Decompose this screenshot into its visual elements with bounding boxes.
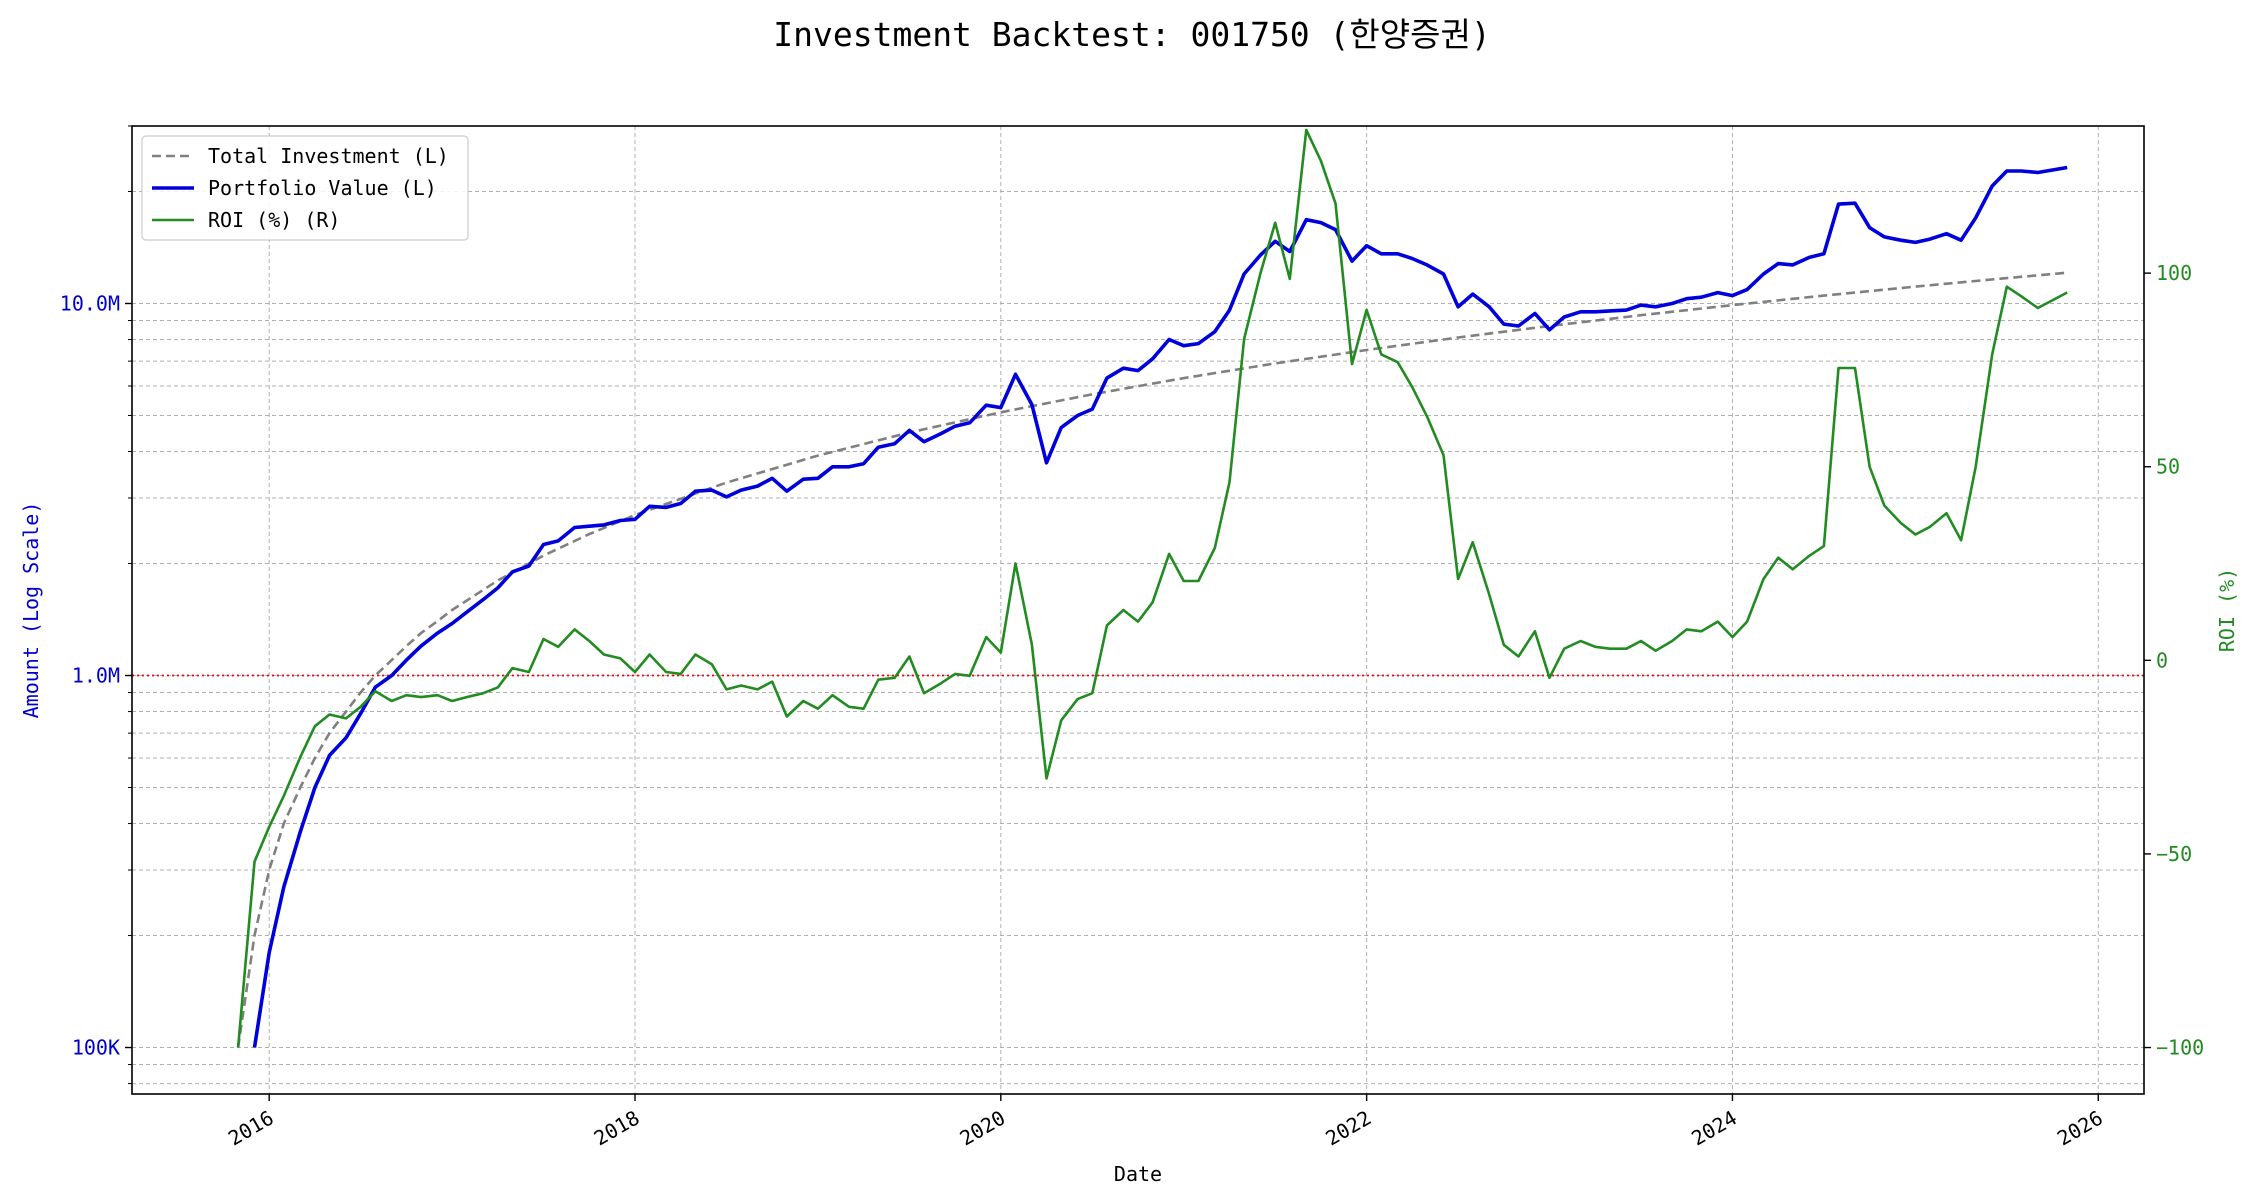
left-tick-label: 10.0M <box>60 291 120 315</box>
legend-entry: ROI (%) (R) <box>208 208 340 232</box>
right-tick-label: −100 <box>2156 1036 2204 1060</box>
right-tick-label: 0 <box>2156 648 2168 672</box>
x-axis-label: Date <box>1114 1162 1162 1186</box>
right-tick-label: 100 <box>2156 261 2192 285</box>
legend: Total Investment (L) Portfolio Value (L) R… <box>141 135 469 241</box>
legend-box <box>141 135 469 241</box>
left-axis-ticks: 100K 1.0M 10.0M <box>60 125 132 1085</box>
plot-frame <box>131 125 2145 1095</box>
right-tick-label: −50 <box>2156 842 2192 866</box>
left-tick-label: 1.0M <box>72 664 120 688</box>
right-axis-ticks: −100 −50 0 50 100 <box>2144 261 2204 1060</box>
legend-entry: Total Investment (L) <box>208 144 449 168</box>
series-line-3 <box>236 128 2068 1048</box>
legend-entry: Portfolio Value (L) <box>208 176 437 200</box>
left-axis-label: Amount (Log Scale) <box>19 502 43 719</box>
series-line-2 <box>252 165 2068 1048</box>
left-tick-label: 100K <box>72 1036 120 1060</box>
series-group <box>236 128 2068 1048</box>
right-tick-label: 50 <box>2156 455 2180 479</box>
right-axis-label: ROI (%) <box>2215 568 2239 652</box>
series-line-1 <box>236 271 2068 1048</box>
chart-title: Investment Backtest: 001750 (한양증권) <box>773 15 1490 54</box>
